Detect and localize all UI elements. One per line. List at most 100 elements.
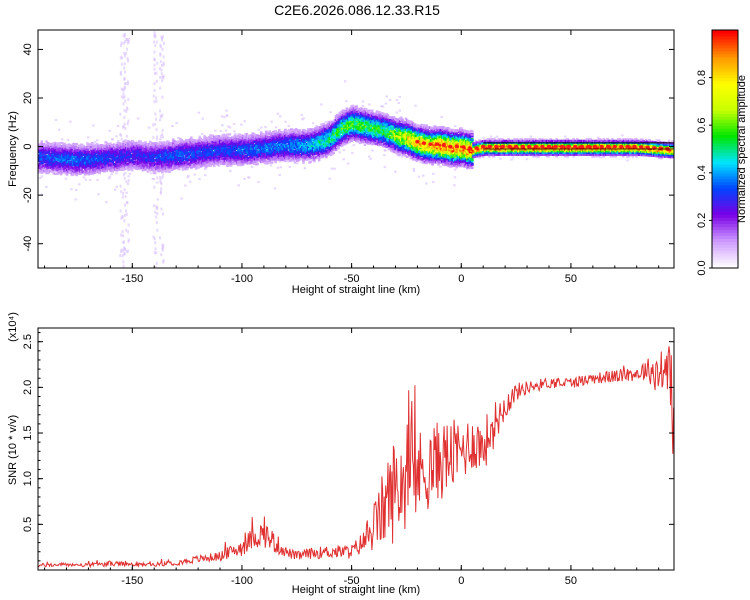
spectrogram-cell xyxy=(273,155,276,159)
spectrogram-cell xyxy=(154,44,157,48)
spectrogram-cell xyxy=(250,137,253,140)
spectrogram-cell xyxy=(235,147,239,150)
spectrogram-cell xyxy=(125,228,128,232)
spectrogram-cell xyxy=(317,158,321,162)
spectrogram-cell xyxy=(58,171,62,175)
spectrogram-cell xyxy=(74,156,77,160)
spectrogram-cell xyxy=(162,63,165,67)
spectrogram-cell xyxy=(182,167,186,171)
spectrogram-cell xyxy=(159,43,162,47)
spectrogram-cell xyxy=(343,80,347,83)
spectrogram-cell xyxy=(69,149,72,153)
spectrogram-cell xyxy=(499,157,502,160)
spectrogram-cell xyxy=(153,88,156,92)
spectrogram-cell xyxy=(383,166,387,169)
spectrogram-cell xyxy=(299,150,303,154)
spectrogram-cell xyxy=(155,215,158,219)
spectrogram-cell xyxy=(99,153,103,156)
spectrogram-cell xyxy=(144,157,147,160)
spectrogram-cell xyxy=(155,220,158,224)
spectrogram-cell xyxy=(245,132,249,136)
spectrogram-cell xyxy=(165,153,169,156)
spectrogram-cell xyxy=(147,147,151,150)
spectrogram-cell xyxy=(63,142,66,146)
spectrogram-cell xyxy=(421,174,425,177)
spectrogram-cell xyxy=(86,142,89,145)
spectrogram-cell xyxy=(333,167,336,170)
spectrogram-cell xyxy=(227,164,230,167)
spectrogram-cell xyxy=(400,155,404,158)
spectrogram-cell xyxy=(127,230,130,234)
spectrogram-cell xyxy=(181,165,185,169)
spectrogram-cell xyxy=(122,102,125,106)
spectrogram-cell xyxy=(70,188,73,191)
spectrogram-cell xyxy=(270,151,274,154)
spectrogram-cell xyxy=(232,155,235,159)
spectrogram-cell xyxy=(98,171,101,174)
spectrogram-cell xyxy=(89,145,93,148)
spectrogram-cell xyxy=(189,136,193,139)
spectrogram-cell xyxy=(118,150,122,153)
spectrogram-cell xyxy=(138,152,141,156)
spectrogram-cell xyxy=(239,162,243,165)
spectrogram-cell xyxy=(124,86,127,90)
spectrogram-cell xyxy=(126,38,129,42)
spectrogram-cell xyxy=(160,115,163,119)
spectrogram-cell xyxy=(130,169,134,172)
spectrogram-cell xyxy=(294,128,298,131)
spectrogram-cell xyxy=(282,154,286,158)
spectrogram-cell xyxy=(394,170,397,173)
spectrogram-cell xyxy=(171,138,175,141)
spectrogram-cell xyxy=(119,72,122,76)
spectrogram-cell xyxy=(159,176,162,180)
spectrogram-cell xyxy=(82,144,86,148)
spectrogram-cell xyxy=(161,75,164,79)
spectrogram-cell xyxy=(309,140,312,143)
spectrogram-cell xyxy=(60,138,64,141)
spectrogram-cell xyxy=(233,144,237,148)
spectrogram-cell xyxy=(306,130,310,133)
spectrogram-cell xyxy=(79,172,82,176)
spectrogram-cell xyxy=(482,137,485,140)
spectrogram-cell xyxy=(105,149,109,153)
spectrogram-cell xyxy=(160,72,163,76)
spectrogram-cell xyxy=(265,162,269,165)
spectrogram-cell xyxy=(125,109,128,113)
spectrogram-cell xyxy=(161,129,164,133)
spectrogram-cell xyxy=(268,130,271,133)
spectrogram-cell xyxy=(159,60,162,64)
spectrogram-cell xyxy=(161,171,164,174)
spectrogram-cell xyxy=(292,139,296,142)
spectrogram-cell xyxy=(123,108,126,112)
spectrogram-cell xyxy=(100,155,104,159)
spectrogram-cell xyxy=(322,122,326,126)
spectrogram-cell xyxy=(171,124,174,127)
spectrogram-cell xyxy=(93,147,97,150)
spectrogram-cell xyxy=(152,161,156,165)
spectrogram-cell xyxy=(159,157,163,160)
spectrogram-cell xyxy=(161,47,164,51)
spectrogram-cell xyxy=(287,160,290,163)
spectrogram-cell xyxy=(124,247,127,251)
spectrogram-cell xyxy=(279,166,283,169)
spectrogram-cell xyxy=(125,249,128,253)
spectrogram-cell xyxy=(293,161,297,164)
spectrogram-cell xyxy=(153,165,157,169)
spectrogram-cell xyxy=(115,172,118,175)
spectrogram-cell xyxy=(288,165,292,168)
spectrogram-cell xyxy=(229,170,232,173)
spectrogram-cell xyxy=(150,162,153,165)
spectrogram-cell xyxy=(183,149,187,152)
spectrogram-cell xyxy=(157,142,161,146)
spectrogram-cell xyxy=(144,141,147,144)
spectrogram-cell xyxy=(397,101,401,104)
spectrogram-cell xyxy=(256,155,259,159)
spectrogram-cell xyxy=(388,98,392,101)
spectrogram-cell xyxy=(161,133,164,137)
spectrogram-cell xyxy=(302,117,305,120)
spectrogram-cell xyxy=(203,141,206,144)
spectrogram-cell xyxy=(47,162,51,165)
spectrogram-cell xyxy=(62,144,65,147)
spectrogram-cell xyxy=(287,124,290,127)
spectrogram-cell xyxy=(171,142,175,145)
